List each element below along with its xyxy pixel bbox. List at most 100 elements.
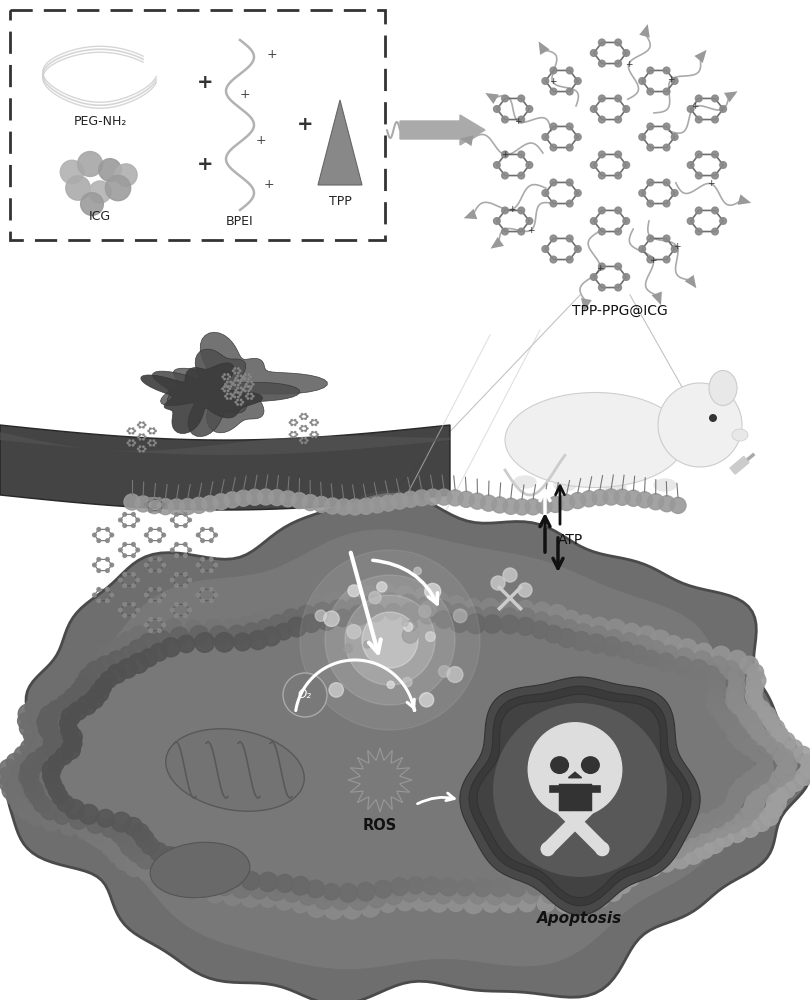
Circle shape	[507, 877, 526, 897]
Circle shape	[663, 144, 670, 151]
Ellipse shape	[166, 729, 305, 811]
Circle shape	[249, 388, 251, 390]
Circle shape	[712, 151, 718, 158]
Circle shape	[70, 682, 87, 700]
Circle shape	[447, 490, 463, 506]
Circle shape	[306, 428, 308, 429]
Circle shape	[184, 573, 187, 576]
Circle shape	[118, 518, 122, 522]
Circle shape	[66, 176, 90, 200]
Circle shape	[145, 621, 164, 641]
Circle shape	[752, 700, 770, 719]
Circle shape	[380, 896, 396, 913]
Circle shape	[19, 719, 36, 737]
Circle shape	[403, 677, 412, 687]
Circle shape	[663, 67, 670, 74]
Circle shape	[566, 235, 573, 242]
Circle shape	[215, 633, 234, 652]
Circle shape	[149, 842, 168, 861]
Circle shape	[201, 528, 204, 531]
Circle shape	[637, 492, 653, 508]
Circle shape	[642, 848, 660, 866]
Circle shape	[367, 604, 385, 621]
Circle shape	[542, 190, 548, 196]
Circle shape	[201, 558, 204, 561]
Circle shape	[64, 688, 83, 707]
Circle shape	[90, 683, 109, 703]
Circle shape	[599, 172, 605, 179]
Circle shape	[58, 666, 77, 685]
Circle shape	[245, 374, 246, 375]
Circle shape	[623, 274, 629, 280]
Circle shape	[42, 760, 61, 779]
Circle shape	[696, 207, 702, 214]
Circle shape	[536, 498, 552, 514]
Circle shape	[173, 852, 191, 870]
Circle shape	[615, 207, 621, 214]
Circle shape	[237, 399, 238, 401]
Circle shape	[550, 235, 556, 242]
Circle shape	[92, 563, 96, 567]
Circle shape	[245, 386, 246, 387]
Circle shape	[401, 603, 420, 622]
Circle shape	[213, 494, 229, 510]
Circle shape	[647, 88, 654, 95]
Circle shape	[499, 599, 517, 617]
Circle shape	[623, 869, 640, 886]
Circle shape	[123, 614, 126, 617]
Circle shape	[234, 392, 236, 393]
Circle shape	[590, 274, 597, 280]
Circle shape	[312, 424, 313, 425]
Circle shape	[726, 684, 744, 702]
Circle shape	[162, 533, 165, 537]
Circle shape	[574, 134, 581, 140]
Circle shape	[493, 218, 501, 224]
Circle shape	[89, 826, 108, 844]
Circle shape	[483, 607, 501, 625]
Circle shape	[232, 382, 234, 384]
Circle shape	[132, 428, 134, 429]
Circle shape	[20, 759, 40, 779]
Circle shape	[247, 381, 249, 383]
Circle shape	[96, 809, 114, 827]
Circle shape	[307, 880, 325, 898]
Circle shape	[436, 489, 452, 505]
Circle shape	[291, 876, 309, 895]
Circle shape	[186, 857, 202, 874]
Circle shape	[518, 583, 532, 597]
Circle shape	[175, 614, 178, 617]
Circle shape	[312, 420, 313, 421]
Circle shape	[175, 573, 178, 576]
Polygon shape	[58, 529, 755, 969]
Circle shape	[139, 434, 141, 435]
Circle shape	[745, 688, 762, 705]
Circle shape	[291, 436, 292, 437]
Circle shape	[486, 886, 505, 905]
Circle shape	[329, 683, 343, 697]
Circle shape	[232, 396, 233, 397]
Circle shape	[639, 78, 646, 84]
Circle shape	[43, 686, 62, 705]
Circle shape	[766, 793, 787, 812]
Circle shape	[210, 569, 213, 572]
Circle shape	[663, 256, 670, 263]
Circle shape	[243, 623, 262, 642]
Circle shape	[139, 450, 141, 452]
Circle shape	[639, 190, 646, 196]
Circle shape	[129, 428, 130, 429]
Circle shape	[720, 162, 727, 168]
Circle shape	[425, 632, 435, 641]
Circle shape	[541, 788, 554, 801]
Circle shape	[623, 106, 629, 112]
Circle shape	[131, 603, 135, 606]
Circle shape	[77, 695, 96, 715]
Circle shape	[623, 162, 629, 168]
Circle shape	[149, 498, 152, 501]
Circle shape	[227, 398, 228, 399]
Circle shape	[62, 707, 80, 726]
Text: ROS: ROS	[363, 818, 397, 833]
Circle shape	[110, 824, 130, 843]
Circle shape	[234, 368, 236, 369]
Circle shape	[560, 620, 578, 638]
Circle shape	[198, 861, 216, 880]
